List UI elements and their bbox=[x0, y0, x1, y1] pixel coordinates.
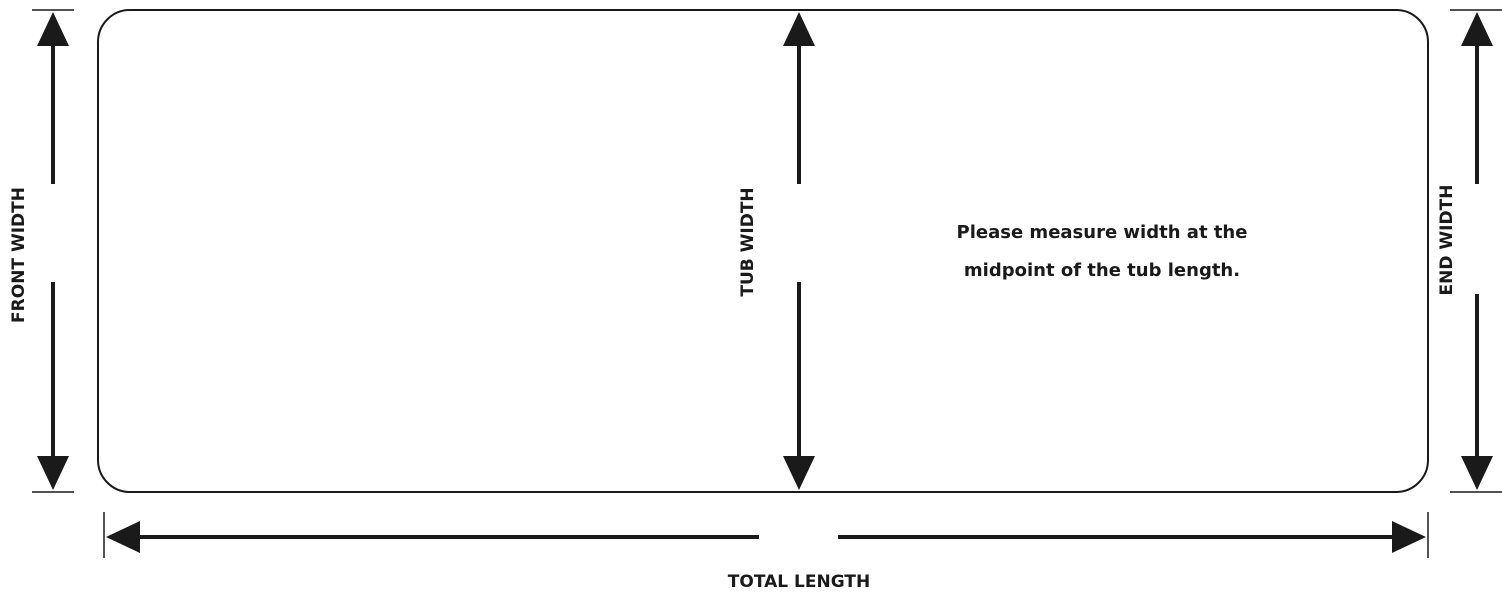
total-length-arrow-left-icon bbox=[106, 521, 140, 553]
front-width-arrow-up-icon bbox=[37, 12, 69, 46]
tub-outline bbox=[97, 9, 1429, 493]
front-width-dimension bbox=[32, 9, 74, 493]
tub-width-arrow-up-icon bbox=[783, 12, 815, 46]
tub-width-dimension bbox=[783, 12, 815, 490]
tub-width-arrow-down-icon bbox=[783, 456, 815, 490]
front-width-label: FRONT WIDTH bbox=[9, 187, 29, 323]
end-width-label: END WIDTH bbox=[1437, 185, 1457, 296]
end-width-arrow-up-icon bbox=[1461, 12, 1493, 46]
total-length-label: TOTAL LENGTH bbox=[728, 572, 870, 592]
end-width-dimension bbox=[1450, 9, 1502, 493]
front-width-arrow-down-icon bbox=[37, 456, 69, 490]
end-width-arrow-down-icon bbox=[1461, 456, 1493, 490]
tub-width-label: TUB WIDTH bbox=[738, 187, 758, 296]
note-line-2: midpoint of the tub length. bbox=[964, 260, 1240, 281]
total-length-arrow-right-icon bbox=[1392, 521, 1426, 553]
total-length-dimension bbox=[103, 512, 1429, 558]
note-line-1: Please measure width at the bbox=[957, 222, 1248, 243]
